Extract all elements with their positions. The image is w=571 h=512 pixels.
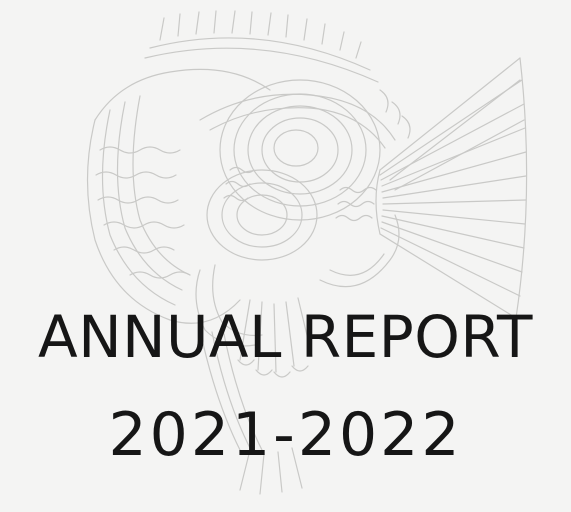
report-year-range: 2021-2022: [108, 400, 463, 470]
body-swirls: [199, 79, 411, 261]
scale-texture: [223, 166, 377, 222]
lower-fins: [195, 214, 400, 495]
tail-fan: [375, 57, 528, 319]
head-mass: [86, 68, 271, 324]
crest-spikes: [144, 10, 379, 83]
report-title: ANNUAL REPORT: [38, 303, 533, 371]
